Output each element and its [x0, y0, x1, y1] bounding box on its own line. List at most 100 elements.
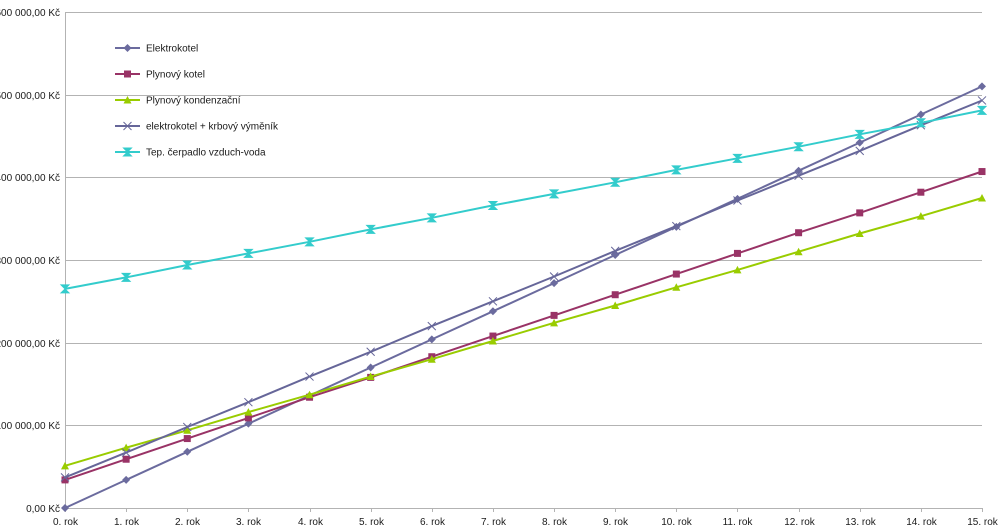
- series-2: [61, 194, 986, 470]
- data-point-marker: [671, 221, 681, 231]
- data-point-marker: [917, 188, 925, 196]
- series-lines: [59, 82, 988, 512]
- data-point-marker: [427, 355, 436, 363]
- data-point-marker: [426, 213, 438, 223]
- data-point-marker: [794, 171, 803, 181]
- data-point-marker: [244, 397, 253, 407]
- x-tick-label: 10. rok: [661, 517, 693, 527]
- data-point-marker: [550, 318, 559, 327]
- y-tick-label: 400 000,00 Kč: [0, 173, 60, 184]
- y-tick-label: 0,00 Kč: [26, 504, 60, 515]
- data-point-marker: [121, 448, 131, 457]
- data-point-marker: [915, 118, 927, 128]
- x-tick-label: 14. rok: [906, 517, 938, 527]
- data-point-marker: [671, 165, 682, 175]
- data-point-marker: [548, 189, 560, 199]
- x-tick-label: 15. rok: [967, 517, 999, 527]
- data-point-marker: [793, 142, 804, 152]
- data-point-marker: [305, 372, 314, 381]
- data-point-marker: [611, 301, 620, 309]
- axes: [65, 12, 983, 512]
- data-point-marker: [550, 279, 559, 288]
- x-tick-label: 11. rok: [723, 517, 754, 527]
- data-point-marker: [855, 138, 864, 147]
- x-tick-label: 3. rok: [236, 517, 262, 527]
- y-tick-label: 600 000,00 Kč: [0, 8, 60, 19]
- data-point-marker: [123, 44, 132, 52]
- x-tick-label: 0. rok: [53, 517, 79, 527]
- data-point-marker: [366, 372, 375, 381]
- data-point-marker: [854, 129, 865, 139]
- data-point-marker: [124, 70, 131, 78]
- data-point-marker: [427, 335, 436, 344]
- data-point-marker: [123, 121, 132, 131]
- data-point-marker: [61, 461, 69, 470]
- data-point-marker: [732, 153, 743, 163]
- data-point-marker: [305, 390, 314, 399]
- x-tick-label: 5. rok: [359, 517, 385, 527]
- data-point-marker: [365, 224, 376, 234]
- legend-item: Plynový kotel: [115, 70, 205, 81]
- data-point-marker: [244, 408, 253, 416]
- legend: Elektrokotel Plynový kotel Plynový kondenz…: [115, 44, 279, 159]
- data-point-marker: [122, 455, 130, 463]
- legend-label: Elektrokotel: [146, 44, 198, 55]
- data-point-marker: [183, 426, 192, 434]
- data-point-marker: [122, 147, 133, 157]
- data-point-marker: [549, 272, 559, 281]
- series-line: [64, 197, 983, 467]
- data-point-marker: [366, 363, 375, 372]
- data-point-marker: [59, 284, 71, 294]
- data-point-marker: [122, 443, 131, 452]
- data-point-marker: [488, 296, 498, 306]
- x-tick-label: 4. rok: [298, 517, 324, 527]
- data-point-marker: [855, 229, 864, 238]
- data-point-marker: [795, 229, 803, 237]
- data-point-marker: [916, 110, 925, 119]
- data-point-marker: [611, 291, 619, 299]
- data-point-marker: [794, 247, 803, 256]
- y-tick-label: 500 000,00 Kč: [0, 91, 60, 102]
- data-point-marker: [976, 105, 988, 115]
- x-tick-label: 2. rok: [175, 517, 201, 527]
- data-point-marker: [672, 283, 681, 291]
- data-point-marker: [610, 246, 620, 256]
- data-point-marker: [488, 307, 497, 316]
- legend-item: Tep. čerpadlo vzduch-voda: [115, 147, 266, 159]
- y-axis-tick-labels: 0,00 Kč 100 000,00 Kč 200 000,00 Kč 300 000…: [0, 8, 60, 515]
- data-point-marker: [609, 177, 621, 187]
- series-line: [64, 85, 983, 509]
- y-tick-label: 300 000,00 Kč: [0, 256, 60, 267]
- data-point-marker: [487, 200, 499, 210]
- data-point-marker: [123, 96, 132, 104]
- grid-lines: [65, 12, 982, 509]
- legend-label: Plynový kotel: [146, 70, 205, 81]
- y-tick-label: 100 000,00 Kč: [0, 421, 60, 432]
- data-point-marker: [916, 212, 925, 220]
- data-point-marker: [856, 209, 864, 217]
- series-1: [61, 168, 986, 484]
- data-point-marker: [550, 311, 558, 319]
- data-point-marker: [61, 504, 69, 512]
- data-point-marker: [489, 332, 497, 340]
- data-point-marker: [60, 473, 70, 482]
- data-point-marker: [304, 237, 315, 247]
- x-tick-label: 8. rok: [542, 517, 568, 527]
- data-point-marker: [122, 475, 131, 484]
- data-point-marker: [855, 146, 865, 156]
- series-line: [64, 109, 983, 290]
- data-point-marker: [120, 272, 132, 282]
- data-point-marker: [488, 337, 497, 345]
- data-point-marker: [794, 166, 803, 175]
- data-point-marker: [978, 168, 986, 176]
- data-point-marker: [978, 194, 986, 202]
- x-tick-label: 9. rok: [603, 517, 629, 527]
- y-tick-label: 200 000,00 Kč: [0, 339, 60, 350]
- legend-label: Tep. čerpadlo vzduch-voda: [146, 148, 266, 159]
- x-tick-label: 7. rok: [481, 517, 507, 527]
- data-point-marker: [733, 265, 742, 274]
- data-point-marker: [243, 248, 254, 258]
- data-point-marker: [366, 347, 376, 357]
- data-point-marker: [182, 422, 192, 432]
